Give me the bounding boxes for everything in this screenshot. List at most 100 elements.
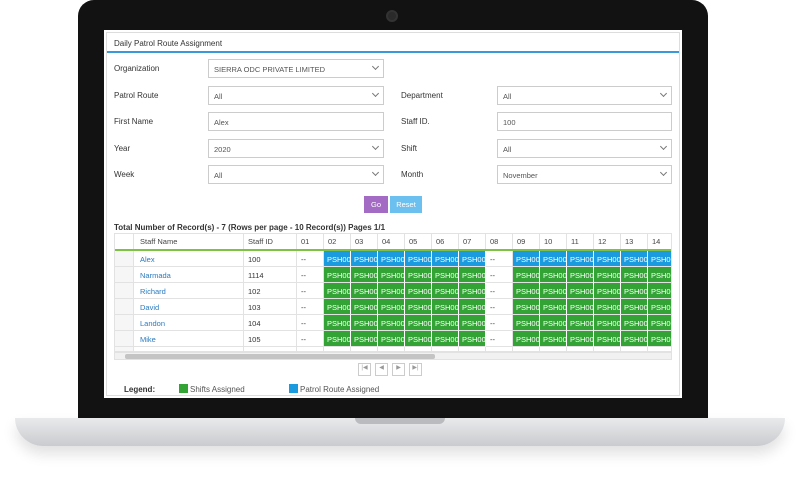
dropdown[interactable]: SIERRA ODC PRIVATE LIMITED bbox=[208, 59, 384, 78]
table-cell: PSH00 bbox=[621, 315, 648, 331]
table-cell bbox=[486, 347, 513, 351]
field-label: Patrol Route bbox=[114, 91, 159, 100]
table-cell bbox=[567, 347, 594, 351]
staff-name-link[interactable]: Narmada bbox=[134, 267, 244, 283]
table-cell: PSH00 bbox=[378, 283, 405, 299]
table-cell: PSH00 bbox=[513, 299, 540, 315]
dropdown[interactable]: November bbox=[497, 165, 672, 184]
table-cell: PSH00 bbox=[405, 299, 432, 315]
table-cell: PSH00 bbox=[378, 251, 405, 267]
table-cell: PSH00 bbox=[351, 315, 378, 331]
chevron bbox=[659, 168, 668, 177]
chevron bbox=[659, 89, 668, 98]
field-label: Shift bbox=[401, 144, 418, 153]
table-cell: PSH00 bbox=[351, 267, 378, 283]
table-cell: PSH00 bbox=[540, 251, 567, 267]
table-cell: PSH00 bbox=[324, 331, 351, 347]
table-cell: PSH00 bbox=[432, 315, 459, 331]
field-label: Year bbox=[114, 144, 131, 153]
table-cell: PSH00 bbox=[540, 267, 567, 283]
table-cell: PSH00 bbox=[594, 331, 621, 347]
table-cell: PSH00 bbox=[648, 283, 671, 299]
table-cell: PSH00 bbox=[594, 315, 621, 331]
column-header: 05 bbox=[405, 234, 432, 249]
staff-name-link[interactable]: Landon bbox=[134, 315, 244, 331]
header-underline bbox=[115, 249, 671, 251]
table-cell: PSH00 bbox=[459, 283, 486, 299]
dropdown[interactable]: All bbox=[208, 86, 384, 105]
table-cell: PSH00 bbox=[567, 283, 594, 299]
button[interactable]: Go bbox=[364, 196, 388, 213]
table-cell: PSH00 bbox=[513, 267, 540, 283]
table-cell: -- bbox=[486, 315, 513, 331]
legend-title: Legend: bbox=[124, 385, 156, 394]
staff-name-link[interactable]: Richard bbox=[134, 283, 244, 299]
legend-swatch bbox=[179, 384, 188, 393]
column-header: 09 bbox=[513, 234, 540, 249]
column-header: 02 bbox=[324, 234, 351, 249]
table-cell: PSH00 bbox=[540, 299, 567, 315]
table-cell: -- bbox=[486, 331, 513, 347]
table-cell: PSH00 bbox=[351, 283, 378, 299]
column-header: 12 bbox=[594, 234, 621, 249]
pager-prev[interactable]: ◀ bbox=[375, 363, 388, 376]
row-checkbox-cell bbox=[115, 347, 134, 351]
staff-name-link[interactable]: Steve bbox=[134, 347, 244, 351]
row-checkbox-cell bbox=[115, 315, 134, 331]
button[interactable]: Reset bbox=[390, 196, 422, 213]
table-cell: 105 bbox=[244, 331, 297, 347]
table-cell: -- bbox=[486, 299, 513, 315]
table-cell bbox=[459, 347, 486, 351]
column-header: 13 bbox=[621, 234, 648, 249]
table-cell: PSH00 bbox=[324, 299, 351, 315]
table-cell: PSH00 bbox=[648, 315, 671, 331]
pager-first[interactable]: |◀ bbox=[358, 363, 371, 376]
staff-name-link[interactable]: Alex bbox=[134, 251, 244, 267]
staff-name-link[interactable]: David bbox=[134, 299, 244, 315]
laptop-notch bbox=[355, 418, 445, 424]
dropdown[interactable]: All bbox=[208, 165, 384, 184]
table-cell: -- bbox=[297, 315, 324, 331]
field-label: Organization bbox=[114, 64, 160, 73]
pager-last[interactable]: ▶| bbox=[409, 363, 422, 376]
table-cell: PSH00 bbox=[324, 251, 351, 267]
table-cell bbox=[378, 347, 405, 351]
chevron bbox=[371, 62, 380, 71]
table-cell: PSH00 bbox=[378, 331, 405, 347]
table-cell: PSH00 bbox=[540, 315, 567, 331]
table-cell: PSH00 bbox=[324, 283, 351, 299]
table-cell: 103 bbox=[244, 299, 297, 315]
table-cell: PSH00 bbox=[513, 251, 540, 267]
table-cell: PSH00 bbox=[324, 315, 351, 331]
table-cell: PSH00 bbox=[513, 315, 540, 331]
scroll-thumb[interactable] bbox=[125, 354, 435, 359]
scrollbar[interactable] bbox=[114, 352, 672, 360]
column-header: 11 bbox=[567, 234, 594, 249]
table-cell bbox=[405, 347, 432, 351]
table-cell bbox=[324, 347, 351, 351]
table-cell: PSH00 bbox=[351, 251, 378, 267]
table-cell: PSH00 bbox=[459, 299, 486, 315]
panel bbox=[106, 32, 680, 396]
schedule-table: Staff Name Staff ID 01 02 03 04 05 06 07 08 09 10 11… bbox=[114, 233, 672, 352]
table-cell: 1114 bbox=[244, 267, 297, 283]
column-header: 04 bbox=[378, 234, 405, 249]
text-input[interactable]: Alex bbox=[208, 112, 384, 131]
dropdown[interactable]: All bbox=[497, 139, 672, 158]
field-label: Department bbox=[401, 91, 443, 100]
text-input[interactable]: 100 bbox=[497, 112, 672, 131]
field-label: Week bbox=[114, 170, 135, 179]
pager-next[interactable]: ▶ bbox=[392, 363, 405, 376]
dropdown[interactable]: All bbox=[497, 86, 672, 105]
table-cell: PSH00 bbox=[648, 267, 671, 283]
table-cell: PSH00 bbox=[432, 267, 459, 283]
table-cell: PSH00 bbox=[567, 331, 594, 347]
dropdown[interactable]: 2020 bbox=[208, 139, 384, 158]
table-cell: PSH00 bbox=[432, 251, 459, 267]
record-summary: Total Number of Record(s) - 7 (Rows per … bbox=[114, 223, 386, 232]
staff-name-link[interactable]: Mike bbox=[134, 331, 244, 347]
table-cell: PSH00 bbox=[351, 299, 378, 315]
column-header: 10 bbox=[540, 234, 567, 249]
table-cell bbox=[594, 347, 621, 351]
